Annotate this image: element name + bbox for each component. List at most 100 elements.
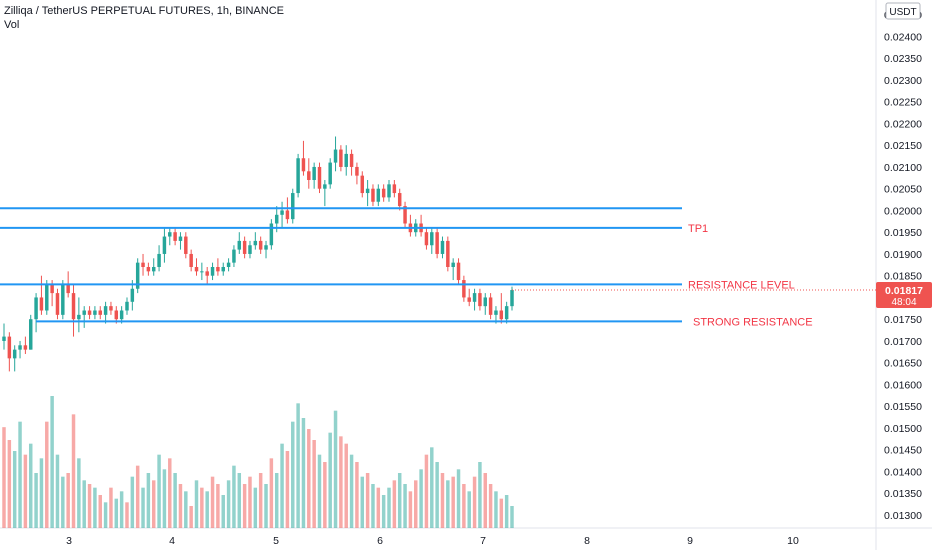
volume-bar: [82, 480, 86, 528]
volume-bar: [403, 484, 407, 528]
volume-bar: [200, 487, 204, 528]
candle-body: [221, 267, 225, 272]
candle-body: [349, 153, 354, 167]
candle-body: [178, 236, 183, 241]
candle-body: [488, 297, 493, 315]
volume-bar: [440, 473, 445, 528]
volume-bar: [34, 473, 38, 528]
candle-body: [82, 310, 86, 315]
volume-bar: [312, 440, 316, 528]
candle-body: [339, 149, 343, 167]
candle-body: [280, 210, 284, 215]
candle-body: [189, 253, 193, 267]
volume-label: Vol: [4, 19, 20, 31]
volume-bar: [141, 487, 145, 528]
volume-bar: [446, 480, 450, 528]
x-tick-label: 10: [787, 535, 799, 547]
volume-bar: [119, 491, 124, 528]
candle-body: [226, 262, 231, 267]
volume-bar: [392, 480, 397, 528]
x-tick-label: 7: [480, 535, 486, 547]
volume-bar: [205, 491, 209, 528]
volume-bar: [269, 458, 274, 528]
chart-legend: Zilliqa / TetherUS PERPETUAL FUTURES, 1h…: [4, 4, 284, 32]
volume-bar: [456, 469, 461, 528]
volume-bar: [355, 462, 359, 528]
volume-bar: [323, 462, 327, 528]
volume-bar: [264, 484, 268, 528]
volume-bar: [339, 436, 343, 528]
candle-body: [45, 284, 49, 311]
y-tick-label: 0.01350: [884, 488, 922, 500]
candle-body: [28, 319, 33, 350]
candle-body: [291, 193, 295, 220]
candle-body: [205, 271, 209, 276]
volume-bar: [424, 454, 429, 528]
candle-body: [392, 184, 397, 194]
candle-body: [403, 206, 407, 224]
volume-bar: [237, 473, 242, 528]
y-tick-label: 0.01700: [884, 336, 922, 348]
volume-bar: [274, 473, 279, 528]
candle-body: [424, 232, 429, 246]
candle-body: [285, 210, 290, 220]
candle-body: [462, 280, 466, 298]
volume-bar: [296, 403, 300, 528]
volume-bar: [510, 506, 514, 528]
candle-body: [184, 236, 188, 254]
x-tick-label: 3: [66, 535, 72, 547]
volume-bar: [151, 480, 156, 528]
candle-body: [61, 284, 65, 315]
volume-bar: [280, 443, 284, 528]
candle-body: [446, 240, 450, 267]
volume-bar: [103, 502, 108, 528]
volume-bar: [504, 495, 509, 528]
candle-body: [371, 188, 375, 202]
candle-body: [7, 336, 12, 359]
volume-bar: [483, 473, 488, 528]
volume-bar: [242, 484, 247, 528]
volume-bar: [87, 484, 92, 528]
volume-bar: [430, 447, 434, 528]
volume-bar: [66, 473, 70, 528]
candle-body: [472, 293, 477, 302]
volume-bar: [291, 421, 295, 528]
volume-bar: [387, 487, 391, 528]
y-tick-label: 0.02400: [884, 31, 922, 43]
volume-bar: [50, 396, 54, 528]
volume-bar: [162, 469, 167, 528]
candle-body: [274, 214, 279, 224]
candle-body: [397, 193, 402, 207]
candle-body: [141, 262, 145, 267]
volume-bar: [349, 454, 354, 528]
candle-body: [119, 310, 124, 320]
candle-body: [435, 232, 439, 254]
volume-bar: [376, 487, 381, 528]
candle-body: [456, 262, 461, 281]
volume-bar: [45, 421, 49, 528]
volume-bar: [216, 484, 220, 528]
price-tag: [876, 282, 932, 309]
candle-body: [194, 267, 199, 272]
y-tick-label: 0.02350: [884, 53, 922, 65]
candle-body: [253, 240, 258, 246]
volume-bar: [301, 418, 306, 528]
candle-body: [307, 171, 311, 180]
candle-body: [173, 232, 177, 241]
y-tick-label: 0.01850: [884, 271, 922, 283]
candle-body: [18, 345, 22, 350]
volume-bar: [328, 432, 332, 528]
candle-body: [301, 158, 306, 172]
candle-body: [93, 310, 97, 315]
candle-body: [66, 284, 70, 294]
volume-bar: [71, 414, 76, 528]
volume-bar: [226, 480, 231, 528]
candle-body: [355, 166, 359, 176]
volume-bar: [98, 495, 102, 528]
candle-body: [360, 175, 365, 194]
candle-body: [151, 267, 156, 272]
volume-bar: [285, 451, 290, 528]
y-tick-label: 0.02200: [884, 118, 922, 130]
candle-body: [269, 223, 274, 246]
